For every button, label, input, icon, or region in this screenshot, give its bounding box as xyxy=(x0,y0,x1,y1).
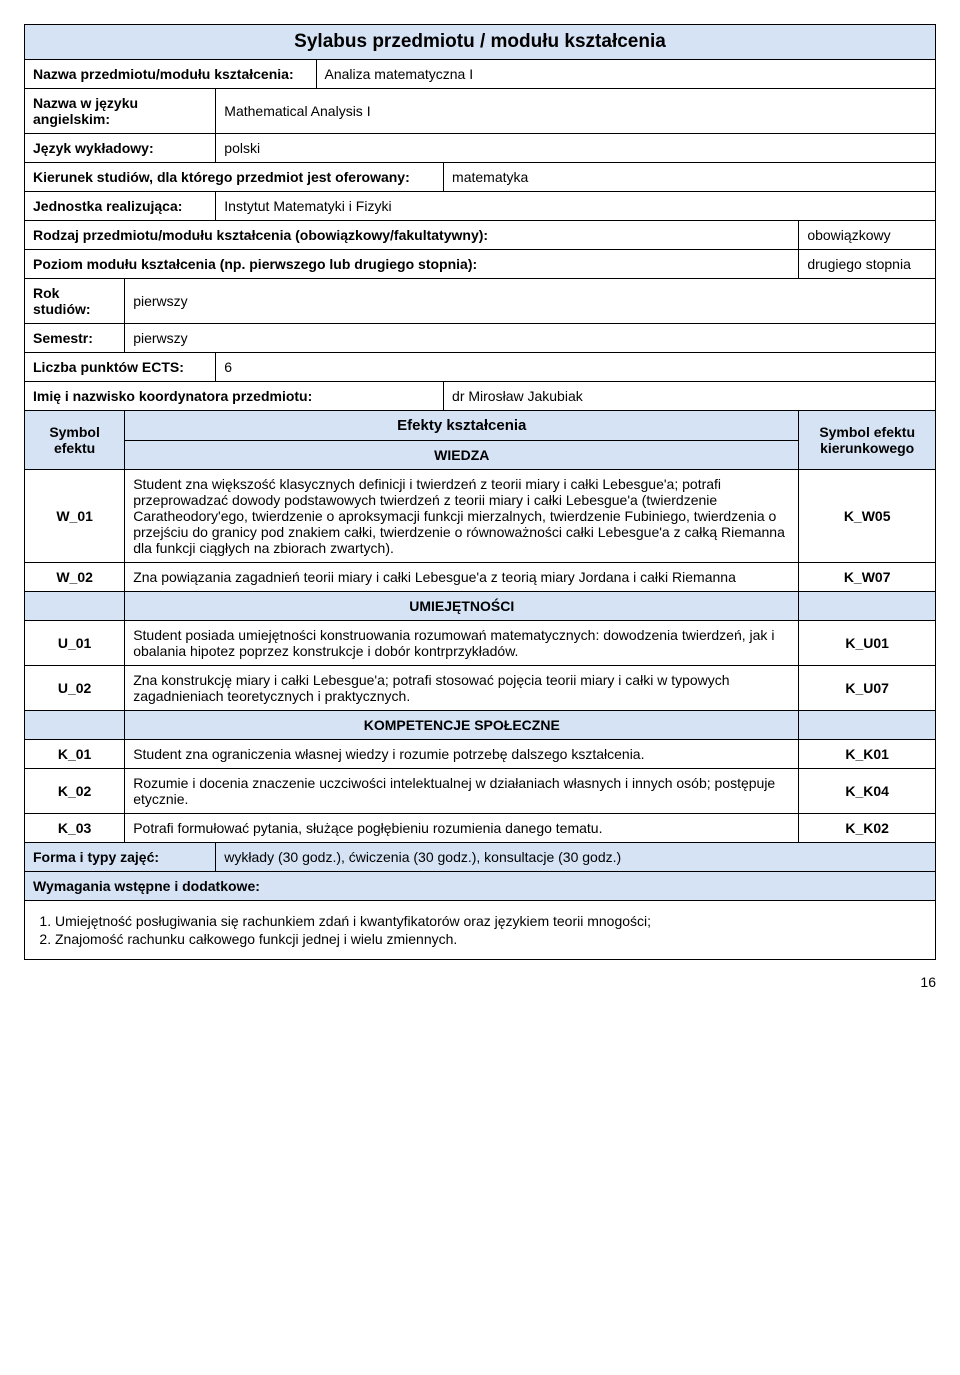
k03-sym: K_03 xyxy=(25,814,125,843)
k01-sym: K_01 xyxy=(25,740,125,769)
w01-sym: W_01 xyxy=(25,470,125,563)
lang-value: polski xyxy=(216,134,936,163)
w01-kier: K_W05 xyxy=(799,470,936,563)
w02-kier: K_W07 xyxy=(799,563,936,592)
prereq-item-2: Znajomość rachunku całkowego funkcji jed… xyxy=(55,931,927,947)
k02-txt: Rozumie i docenia znaczenie uczciwości i… xyxy=(125,769,799,814)
kier-header: Symbol efektu kierunkowego xyxy=(799,411,936,470)
form-label: Forma i typy zajęć: xyxy=(25,843,216,872)
k02-sym: K_02 xyxy=(25,769,125,814)
level-value: drugiego stopnia xyxy=(799,250,936,279)
w01-txt: Student zna większość klasycznych defini… xyxy=(125,470,799,563)
prereq-label: Wymagania wstępne i dodatkowe: xyxy=(25,872,936,901)
year-label: Rok studiów: xyxy=(25,279,125,324)
form-value: wykłady (30 godz.), ćwiczenia (30 godz.)… xyxy=(216,843,936,872)
prereq-list: Umiejętność posługiwania się rachunkiem … xyxy=(25,901,936,960)
subject-name-label: Nazwa przedmiotu/modułu kształcenia: xyxy=(25,60,317,89)
ects-value: 6 xyxy=(216,353,936,382)
u02-sym: U_02 xyxy=(25,666,125,711)
coord-value: dr Mirosław Jakubiak xyxy=(444,382,936,411)
effects-header: Efekty kształcenia xyxy=(125,411,799,441)
english-label: Nazwa w języku angielskim: xyxy=(25,89,216,134)
umiej-header: UMIEJĘTNOŚCI xyxy=(125,592,799,621)
direction-value: matematyka xyxy=(444,163,936,192)
year-value: pierwszy xyxy=(125,279,936,324)
w02-sym: W_02 xyxy=(25,563,125,592)
unit-label: Jednostka realizująca: xyxy=(25,192,216,221)
u01-kier: K_U01 xyxy=(799,621,936,666)
komp-header: KOMPETENCJE SPOŁECZNE xyxy=(125,711,799,740)
sem-value: pierwszy xyxy=(125,324,936,353)
sem-label: Semestr: xyxy=(25,324,125,353)
u01-sym: U_01 xyxy=(25,621,125,666)
u02-kier: K_U07 xyxy=(799,666,936,711)
level-label: Poziom modułu kształcenia (np. pierwszeg… xyxy=(25,250,799,279)
lang-label: Język wykładowy: xyxy=(25,134,216,163)
unit-value: Instytut Matematyki i Fizyki xyxy=(216,192,936,221)
prereq-item-1: Umiejętność posługiwania się rachunkiem … xyxy=(55,913,927,929)
k03-txt: Potrafi formułować pytania, służące pogł… xyxy=(125,814,799,843)
k01-txt: Student zna ograniczenia własnej wiedzy … xyxy=(125,740,799,769)
subject-name: Analiza matematyczna I xyxy=(316,60,936,89)
direction-label: Kierunek studiów, dla którego przedmiot … xyxy=(25,163,444,192)
coord-label: Imię i nazwisko koordynatora przedmiotu: xyxy=(25,382,444,411)
w02-txt: Zna powiązania zagadnień teorii miary i … xyxy=(125,563,799,592)
type-label: Rodzaj przedmiotu/modułu kształcenia (ob… xyxy=(25,221,799,250)
u02-txt: Zna konstrukcję miary i całki Lebesgue'a… xyxy=(125,666,799,711)
u01-txt: Student posiada umiejętności konstruowan… xyxy=(125,621,799,666)
k01-kier: K_K01 xyxy=(799,740,936,769)
syllabus-table: Sylabus przedmiotu / modułu kształcenia … xyxy=(24,24,936,960)
page-number: 16 xyxy=(24,960,936,990)
english-name: Mathematical Analysis I xyxy=(216,89,936,134)
title: Sylabus przedmiotu / modułu kształcenia xyxy=(25,25,936,60)
k03-kier: K_K02 xyxy=(799,814,936,843)
wiedza-header: WIEDZA xyxy=(125,441,799,470)
ects-label: Liczba punktów ECTS: xyxy=(25,353,216,382)
symbol-header: Symbol efektu xyxy=(25,411,125,470)
k02-kier: K_K04 xyxy=(799,769,936,814)
type-value: obowiązkowy xyxy=(799,221,936,250)
